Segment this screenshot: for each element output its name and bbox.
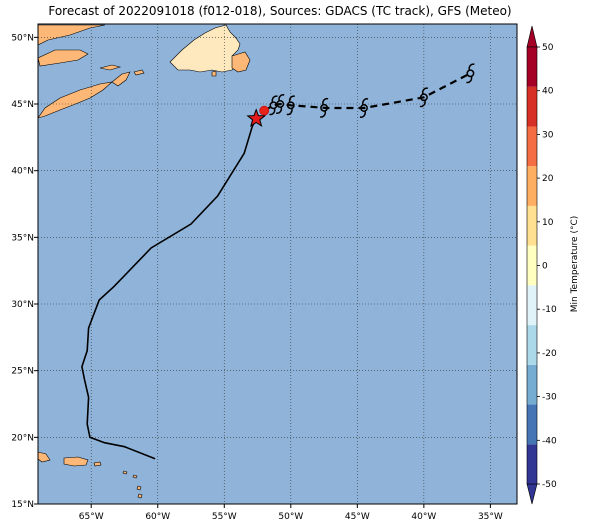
- colorbar-min-arrow: [526, 483, 538, 505]
- colorbar-tick-label: -30: [542, 393, 557, 403]
- hurricane-symbol-icon: [359, 98, 369, 118]
- colorbar-tick-label: 10: [542, 218, 554, 228]
- colorbar-segment: [527, 245, 537, 286]
- island-c: [136, 485, 142, 491]
- colorbar-tick-label: 40: [542, 87, 554, 97]
- colorbar-label: Min Temperature (°C): [570, 216, 580, 313]
- landmass-maritimes: [38, 24, 106, 46]
- map-frame: [37, 23, 518, 505]
- lon-tick-label: 55°W: [212, 512, 237, 522]
- landmass-hispaniola: [63, 456, 89, 467]
- colorbar-segment: [527, 86, 537, 127]
- colorbar-segment: [527, 404, 537, 445]
- hurricane-symbol-icon: [319, 97, 329, 118]
- colorbar: [526, 25, 538, 505]
- colorbar-tick-label: -10: [542, 305, 557, 315]
- colorbar-ticks: -50 -40 -30 -20 -10 0 10 20 30 40 50: [537, 43, 557, 490]
- lat-tick-label: 30°N: [11, 300, 34, 310]
- colorbar-segment: [527, 325, 537, 365]
- colorbar-segment: [527, 126, 537, 167]
- island-d: [137, 493, 143, 499]
- lon-tick-label: 40°W: [411, 512, 436, 522]
- colorbar-tick-label: -50: [542, 480, 557, 490]
- lat-tick-label: 25°N: [11, 367, 34, 377]
- landmass-cape-breton: [111, 71, 131, 87]
- lat-tick-label: 15°N: [11, 500, 34, 510]
- colorbar-segment: [527, 364, 537, 405]
- island-b: [132, 474, 138, 479]
- land-layer: [38, 24, 251, 499]
- colorbar-segment: [527, 285, 537, 326]
- longitude-axis: 65°W 60°W 55°W 50°W 45°W 40°W 35°W: [79, 504, 503, 522]
- colorbar-segment: [527, 205, 537, 246]
- colorbar-tick-label: -20: [542, 349, 557, 359]
- colorbar-tick-label: 50: [542, 43, 554, 53]
- landmass-nova-scotia: [38, 81, 113, 119]
- lon-tick-label: 50°W: [278, 512, 303, 522]
- colorbar-segment: [527, 47, 537, 87]
- map-title: Forecast of 2022091018 (f012-018), Sourc…: [48, 4, 512, 18]
- hurricane-symbol-icon: [466, 63, 475, 84]
- lon-tick-label: 45°W: [345, 512, 370, 522]
- lon-tick-label: 65°W: [79, 512, 104, 522]
- hurricane-symbol-icon: [275, 94, 285, 114]
- hurricane-symbol-icon: [286, 95, 296, 116]
- hurricane-symbol-icon: [419, 87, 429, 108]
- colorbar-tick-label: -40: [542, 436, 557, 446]
- island-miquelon: [211, 70, 217, 77]
- landmass-newfoundland: [169, 24, 241, 73]
- past-track-line: [81, 118, 257, 460]
- landmass-gaspe: [38, 49, 89, 67]
- landmass-pei: [99, 64, 122, 71]
- colorbar-segment: [527, 166, 537, 206]
- island-anticosti: [133, 69, 145, 76]
- colorbar-segment: [527, 444, 537, 484]
- latitude-axis: 15°N 20°N 25°N 30°N 35°N 40°N 45°N 50°N: [11, 33, 38, 510]
- landmass-cuba-east: [38, 451, 51, 463]
- forecast-position-marker: [259, 105, 270, 116]
- hurricane-symbol-icon: [269, 95, 278, 116]
- storm-symbols: [269, 63, 475, 118]
- graticule: [38, 24, 517, 504]
- lon-tick-label: 60°W: [145, 512, 170, 522]
- landmass-newfoundland-tip: [231, 51, 251, 73]
- current-position-star: [246, 108, 267, 128]
- lat-tick-label: 50°N: [11, 33, 34, 43]
- lat-tick-label: 40°N: [11, 167, 34, 177]
- colorbar-tick-label: 30: [542, 130, 554, 140]
- lat-tick-label: 45°N: [11, 100, 34, 110]
- colorbar-tick-label: 20: [542, 174, 554, 184]
- lat-tick-label: 20°N: [11, 433, 34, 443]
- lon-tick-label: 35°W: [478, 512, 503, 522]
- island-a: [122, 470, 128, 475]
- colorbar-max-arrow: [526, 25, 538, 48]
- landmass-puerto-rico: [93, 461, 102, 467]
- colorbar-tick-label: 0: [542, 262, 548, 272]
- lat-tick-label: 35°N: [11, 233, 34, 243]
